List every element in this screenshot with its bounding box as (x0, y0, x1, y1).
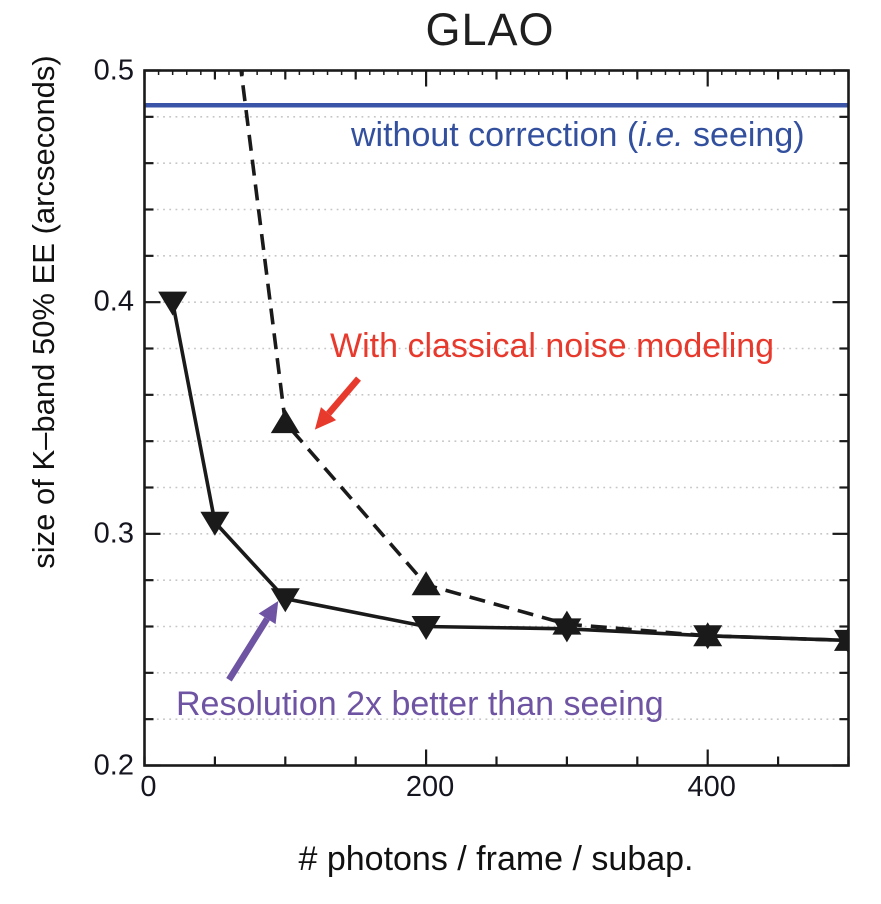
y-tick-label: 0.2 (93, 749, 134, 781)
purple-arrow (226, 601, 279, 682)
annotation-without-correction-pre: without correction ( (351, 116, 639, 154)
y-tick-label: 0.5 (93, 54, 134, 86)
annotation-resolution-2x: Resolution 2x better than seeing (176, 685, 664, 723)
y-tick-label: 0.4 (93, 285, 134, 318)
red-arrow (314, 376, 361, 430)
x-tick-label: 400 (687, 771, 736, 803)
annotation-classical-noise: With classical noise modeling (330, 327, 775, 365)
x-axis-title: # photons / frame / subap. (298, 840, 694, 878)
series-glao-corrected (158, 291, 849, 654)
y-axis-title: size of K–band 50% EE (arcseconds) (26, 55, 61, 569)
plot-border (143, 69, 850, 767)
plot-area (143, 69, 850, 767)
axis-ticks (143, 69, 850, 767)
y-tick-label: 0.3 (93, 517, 134, 550)
annotation-without-correction: without correction (i.e. seeing) (351, 116, 805, 155)
chart-title: GLAO (425, 4, 555, 55)
annotation-without-correction-post: seeing) (683, 116, 805, 154)
x-tick-label: 200 (405, 771, 455, 803)
x-tick-label: 0 (140, 771, 157, 803)
annotation-without-correction-italic: i.e. (638, 116, 684, 154)
